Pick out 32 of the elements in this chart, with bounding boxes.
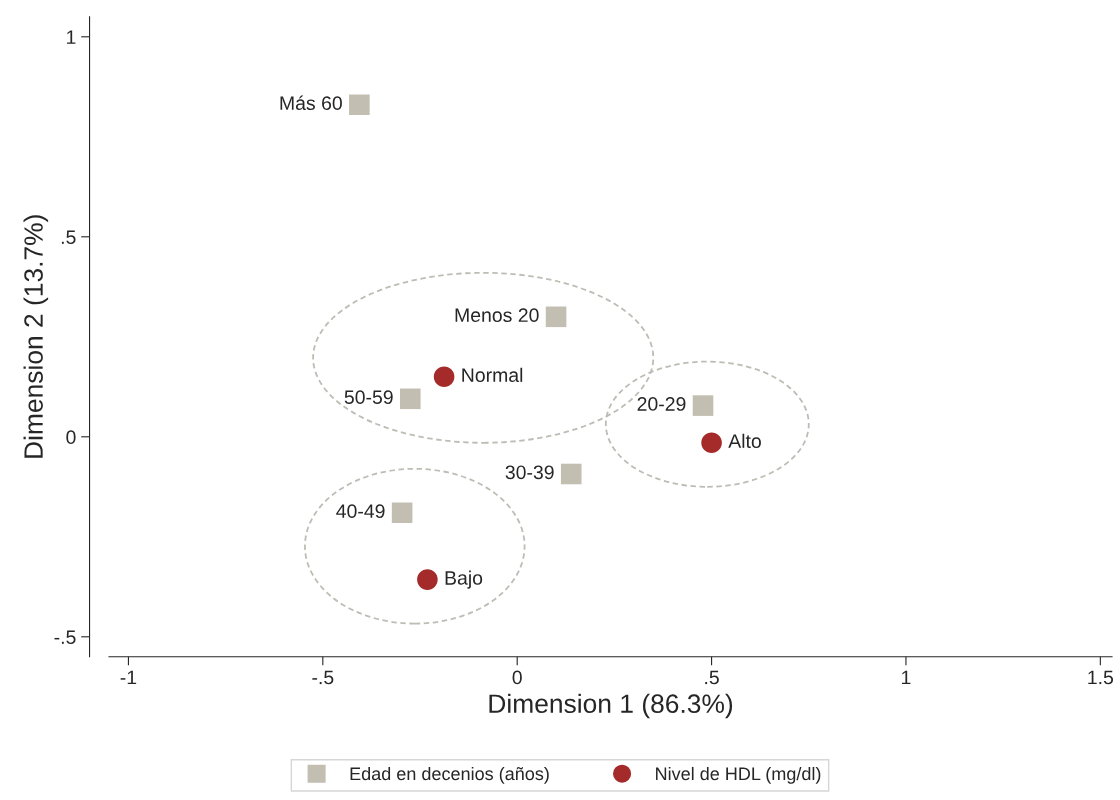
annotation: Normal <box>462 367 523 383</box>
x-tick-label: 0 <box>512 670 522 685</box>
point <box>433 366 455 388</box>
legend-label: Edad en decenios (años) <box>350 766 549 784</box>
y-tick-label: -.5 <box>54 630 76 645</box>
annotation: Más 60 <box>280 95 342 111</box>
x-tick-label: .5 <box>705 670 719 685</box>
y-tick-label: 1 <box>67 30 76 44</box>
annotation: 50-59 <box>344 390 393 405</box>
point <box>701 432 722 454</box>
point <box>349 94 370 116</box>
point <box>391 502 413 524</box>
y-tick-label: 0 <box>66 430 76 445</box>
x-tick-label: -1 <box>120 670 137 685</box>
annotation: 40-49 <box>336 504 385 519</box>
x-tick-label: 1 <box>902 670 911 685</box>
point <box>560 463 582 485</box>
x-tick-label: 1.5 <box>1088 670 1114 685</box>
annotation: Alto <box>728 433 761 449</box>
point <box>399 388 421 410</box>
y-axis-title: Dimension 2 (13.7%) <box>23 215 49 458</box>
annotation: 30-39 <box>505 465 554 480</box>
legend-label: Nivel de HDL (mg/dl) <box>656 766 821 784</box>
point <box>692 395 714 416</box>
x-tick-label: -.5 <box>312 670 334 685</box>
annotation: 20-29 <box>637 397 686 411</box>
y-tick-label: .5 <box>61 230 76 245</box>
annotation: Menos 20 <box>455 308 539 323</box>
annotation: Bajo <box>445 570 483 589</box>
x-axis-title: Dimension 1 (86.3%) <box>489 693 733 719</box>
point <box>417 569 438 590</box>
point <box>545 306 567 328</box>
